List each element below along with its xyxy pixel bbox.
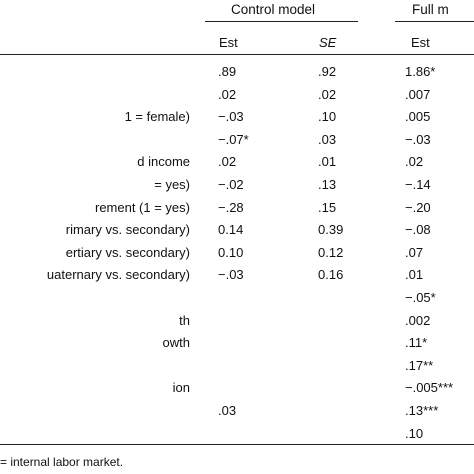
row-label: 1 = female) bbox=[0, 109, 190, 125]
row-label-text: 1 = female) bbox=[124, 109, 190, 125]
control-est-cell: .03 bbox=[218, 403, 237, 418]
full-est-cell: −.05* bbox=[405, 290, 436, 305]
full-model-heading: Full m bbox=[412, 2, 449, 17]
table-row: .03 .13*** bbox=[0, 403, 474, 425]
row-label: ion bbox=[0, 380, 190, 396]
full-est-cell: 1.86* bbox=[405, 64, 436, 79]
control-se-cell: .02 bbox=[318, 86, 337, 102]
control-se-cell: .03 bbox=[318, 131, 337, 147]
table-row: ertiary vs. secondary) 0.10 0.12 .07 bbox=[0, 245, 474, 267]
row-label-text: ion bbox=[172, 380, 190, 396]
control-se-cell: 0.39 bbox=[318, 222, 344, 238]
table-row: 1 = female) −.03 .10 .005 bbox=[0, 109, 474, 131]
full-est-cell: .10 bbox=[405, 425, 424, 441]
row-label-text: rimary vs. secondary) bbox=[65, 222, 190, 238]
table-row: th .002 bbox=[0, 313, 474, 335]
control-est-cell: −.07* bbox=[218, 131, 249, 147]
control-se-cell: .13 bbox=[318, 177, 337, 192]
control-se-header: SE bbox=[319, 35, 337, 50]
full-est-cell: −.14 bbox=[405, 177, 431, 192]
table-row: .10 bbox=[0, 426, 474, 448]
control-est-cell: 0.10 bbox=[218, 244, 244, 260]
table-row: uaternary vs. secondary) −.03 0.16 .01 bbox=[0, 267, 474, 289]
control-se-cell: 0.16 bbox=[318, 267, 344, 283]
full-est-cell: −.20 bbox=[405, 199, 431, 215]
full-est-cell: −.03 bbox=[405, 131, 431, 147]
header-bottom-rule bbox=[0, 54, 474, 55]
row-label-text: uaternary vs. secondary) bbox=[46, 267, 190, 283]
control-model-rule bbox=[205, 21, 358, 22]
table-row: −.07* .03 −.03 bbox=[0, 132, 474, 154]
table-bottom-rule bbox=[0, 444, 474, 445]
row-label: ertiary vs. secondary) bbox=[0, 245, 190, 261]
table-row: = yes) −.02 .13 −.14 bbox=[0, 177, 474, 199]
table-row: owth .11* bbox=[0, 335, 474, 357]
control-model-heading: Control model bbox=[231, 2, 316, 17]
control-est-cell: −.28 bbox=[218, 199, 244, 215]
control-se-cell: .92 bbox=[318, 64, 337, 79]
table-row: d income .02 .01 .02 bbox=[0, 154, 474, 176]
control-est-header: Est bbox=[219, 35, 238, 50]
row-label: d income bbox=[0, 154, 190, 170]
row-label: uaternary vs. secondary) bbox=[0, 267, 190, 283]
control-se-cell: .15 bbox=[318, 199, 337, 215]
row-label: th bbox=[0, 313, 190, 329]
full-est-cell: .01 bbox=[405, 267, 424, 283]
row-label-text: ertiary vs. secondary) bbox=[65, 244, 190, 260]
row-label-text: th bbox=[179, 312, 190, 328]
row-label-text: rement (1 = yes) bbox=[94, 199, 190, 215]
control-est-cell: −.02 bbox=[218, 177, 244, 192]
table-row: .89 .92 1.86* bbox=[0, 64, 474, 86]
table-row: −.05* bbox=[0, 290, 474, 312]
control-se-cell: .01 bbox=[318, 154, 337, 170]
full-est-cell: .007 bbox=[405, 86, 431, 102]
control-est-cell: −.03 bbox=[218, 109, 244, 125]
row-label: rement (1 = yes) bbox=[0, 200, 190, 216]
row-label-text: = yes) bbox=[154, 177, 190, 192]
control-est-cell: .02 bbox=[218, 154, 237, 170]
table-row: .02 .02 .007 bbox=[0, 87, 474, 109]
row-label-text: owth bbox=[162, 335, 190, 351]
row-label: = yes) bbox=[0, 177, 190, 193]
full-est-cell: .02 bbox=[405, 154, 424, 170]
table-row: ion −.005*** bbox=[0, 380, 474, 402]
control-est-cell: −.03 bbox=[218, 267, 244, 283]
row-label: owth bbox=[0, 335, 190, 351]
full-est-cell: .07 bbox=[405, 244, 424, 260]
table-row: rimary vs. secondary) 0.14 0.39 −.08 bbox=[0, 222, 474, 244]
control-est-cell: .02 bbox=[218, 86, 237, 102]
control-se-cell: .10 bbox=[318, 109, 337, 125]
full-model-rule bbox=[395, 21, 474, 22]
table-row: rement (1 = yes) −.28 .15 −.20 bbox=[0, 200, 474, 222]
table-note: = internal labor market. bbox=[0, 455, 124, 469]
full-est-cell: −.08 bbox=[405, 222, 431, 238]
row-label: rimary vs. secondary) bbox=[0, 222, 190, 238]
table-row: .17** bbox=[0, 358, 474, 380]
full-est-cell: .005 bbox=[405, 109, 431, 125]
full-est-cell: −.005*** bbox=[405, 380, 454, 396]
row-label-text: d income bbox=[137, 154, 190, 170]
control-est-cell: .89 bbox=[218, 64, 237, 79]
full-est-header: Est bbox=[411, 35, 430, 50]
full-est-cell: .002 bbox=[405, 312, 431, 328]
control-se-cell: 0.12 bbox=[318, 244, 344, 260]
full-est-cell: .11* bbox=[405, 335, 428, 351]
control-est-cell: 0.14 bbox=[218, 222, 244, 238]
full-est-cell: .17** bbox=[405, 357, 434, 373]
full-est-cell: .13*** bbox=[405, 403, 439, 418]
